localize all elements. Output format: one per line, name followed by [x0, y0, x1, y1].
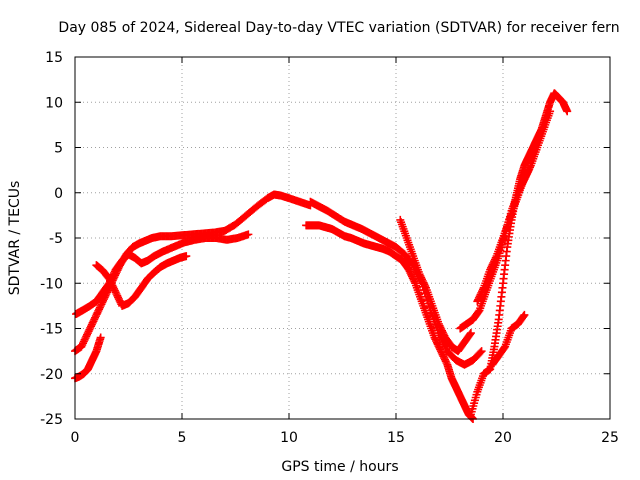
y-tick-label: -10: [40, 276, 63, 292]
series-track-b: [72, 230, 253, 319]
x-tick-label: 15: [387, 430, 405, 446]
data-point: [96, 333, 105, 342]
x-tick-label: 5: [178, 430, 187, 446]
tick-layer: 0 5 10 15 20 25 15 10 5 0 -5 -10 -15 -20 -25: [40, 50, 619, 446]
data-point: [520, 310, 529, 319]
data-point: [546, 107, 555, 116]
data-point: [466, 329, 475, 338]
x-tick-label: 10: [280, 430, 298, 446]
data-point: [477, 347, 486, 356]
data-point: [563, 107, 572, 116]
y-axis-label: SDTVAR / TECUs: [7, 181, 23, 296]
y-tick-label: 10: [45, 95, 63, 111]
data-point: [466, 330, 475, 339]
y-tick-label: -20: [40, 367, 63, 383]
data-point: [524, 166, 533, 175]
series-track-h: [466, 89, 572, 419]
series-track-c: [92, 252, 191, 310]
x-tick-label: 25: [601, 430, 619, 446]
series-track-e: [302, 221, 478, 423]
x-tick-label: 0: [71, 430, 80, 446]
y-tick-label: 5: [54, 141, 63, 157]
data-point: [491, 253, 500, 262]
series-track-g: [396, 215, 475, 356]
data-point: [478, 285, 487, 294]
x-axis-label: GPS time / hours: [281, 459, 398, 475]
chart-title: Day 085 of 2024, Sidereal Day-to-day VTE…: [58, 20, 619, 36]
y-tick-label: -15: [40, 322, 63, 338]
data-point: [523, 167, 532, 176]
y-tick-label: 0: [54, 186, 63, 202]
series-track-j: [473, 166, 533, 306]
data-point: [182, 252, 191, 261]
data-point: [476, 348, 485, 357]
data-point: [421, 282, 430, 291]
y-tick-label: 15: [45, 50, 63, 66]
y-tick-label: -5: [49, 231, 63, 247]
data-layer: [71, 89, 572, 423]
y-tick-label: -25: [40, 412, 63, 428]
series-track-k: [488, 310, 529, 369]
series-track-d: [71, 333, 105, 383]
series-track-i: [456, 107, 555, 333]
data-point: [244, 230, 253, 239]
x-tick-label: 20: [494, 430, 512, 446]
data-point: [519, 312, 528, 321]
